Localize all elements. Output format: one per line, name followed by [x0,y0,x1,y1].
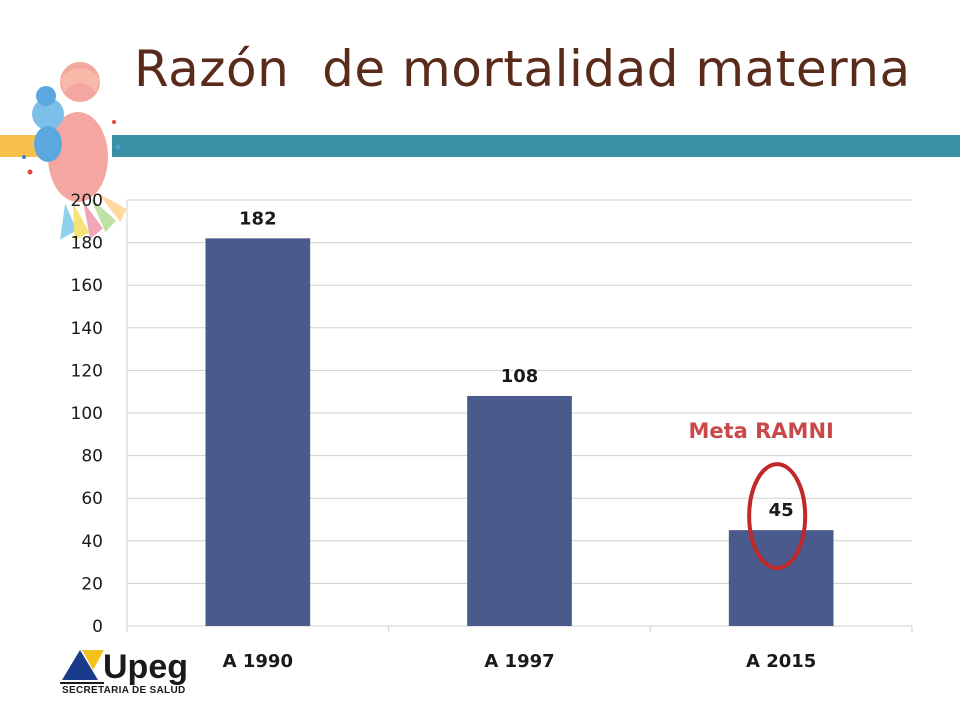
y-tick-label: 120 [71,361,103,381]
x-category-label: A 1997 [484,651,554,672]
header-band [112,135,960,157]
slide-title: Razón de mortalidad materna [134,40,911,98]
upeg-triangle-logo-icon [60,650,104,684]
highlight-ellipse [747,462,808,571]
x-category-label: A 2015 [746,651,816,672]
logo-subtitle: SECRETARIA DE SALUD [62,685,186,696]
data-label: 108 [501,366,539,387]
y-tick-label: 160 [71,276,103,296]
y-tick-label: 60 [81,489,103,509]
y-tick-label: 100 [71,404,103,424]
y-tick-label: 200 [71,191,103,211]
y-tick-label: 40 [81,532,103,552]
bar [467,395,572,626]
y-tick-label: 0 [92,617,103,637]
x-category-label: A 1990 [223,651,293,672]
logo-name: Upeg [103,648,188,686]
y-tick-label: 20 [81,574,103,594]
y-tick-label: 140 [71,319,103,339]
bar [205,238,311,626]
data-label: 182 [239,208,277,229]
bar [728,530,834,626]
data-label: 45 [769,500,794,521]
y-tick-label: 80 [81,447,103,467]
mother-child-icon [22,62,127,241]
y-tick-label: 180 [71,234,103,254]
annotation-meta-ramni: Meta RAMNI [688,419,833,443]
